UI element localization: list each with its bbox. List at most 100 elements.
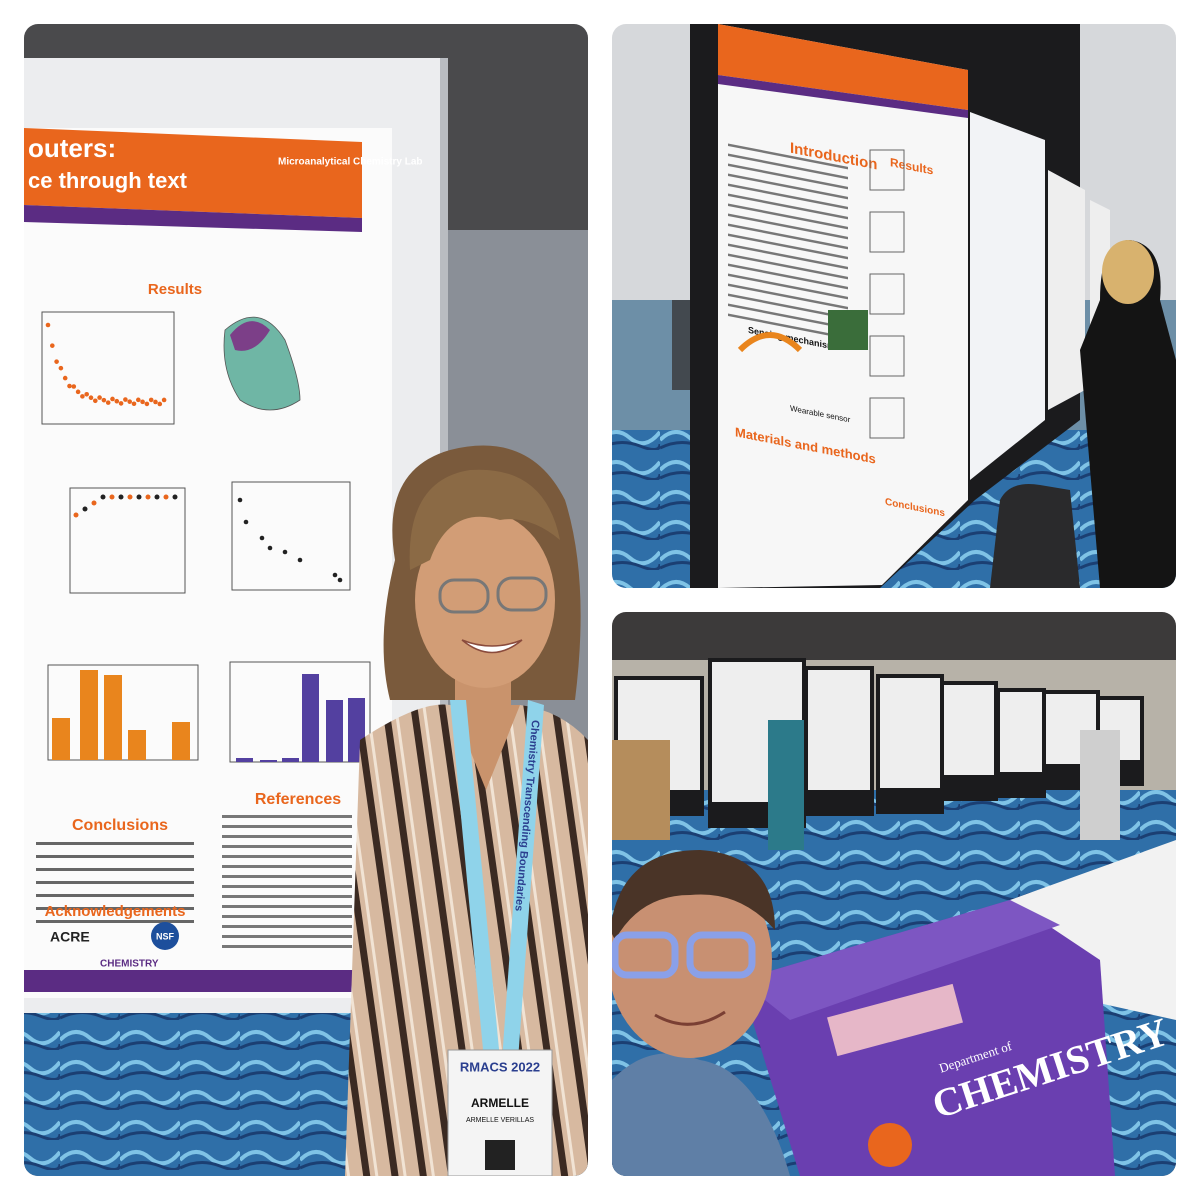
lab-logo: Microanalytical Chemistry Lab xyxy=(278,157,423,168)
text-line xyxy=(222,935,352,938)
text-line xyxy=(222,845,352,848)
plot xyxy=(869,335,905,377)
text-line xyxy=(36,855,194,858)
text-line xyxy=(728,233,848,260)
sensor-figure xyxy=(828,310,868,350)
bar xyxy=(80,670,98,760)
plot-frame xyxy=(231,481,351,591)
plot-dot xyxy=(71,384,77,389)
plot-dot xyxy=(337,577,343,583)
glasses-right xyxy=(686,931,756,979)
plot-dot xyxy=(161,397,167,403)
hair xyxy=(612,850,775,940)
bar xyxy=(104,675,122,760)
text-line xyxy=(222,945,352,948)
text-line xyxy=(728,243,848,270)
text-line xyxy=(728,263,848,290)
text-line xyxy=(728,313,848,340)
text-line xyxy=(222,855,352,858)
text-line xyxy=(728,293,848,320)
poster-title: ce through text xyxy=(28,168,188,193)
surface-plot-top xyxy=(230,321,270,351)
poster-title: outers: xyxy=(28,133,116,163)
plot-dot xyxy=(62,375,68,381)
text-line xyxy=(222,825,352,828)
text-line xyxy=(36,907,194,910)
plot-dot xyxy=(148,397,154,403)
plot-dot xyxy=(123,397,128,402)
plot-dot xyxy=(127,399,132,404)
chemistry-logo: CHEMISTRY xyxy=(100,959,159,970)
plot-dot xyxy=(67,383,72,389)
plot-dot xyxy=(84,391,89,397)
plot-dot xyxy=(118,401,124,406)
poster xyxy=(944,685,994,775)
references-heading: References xyxy=(255,791,341,808)
plot-dot xyxy=(88,395,94,400)
plot-dot xyxy=(75,389,81,395)
plot-dot xyxy=(144,401,150,407)
glasses-left xyxy=(438,578,490,614)
person xyxy=(612,740,670,840)
plot-dot xyxy=(136,397,141,403)
plot-dot xyxy=(136,494,142,500)
glasses-left xyxy=(612,931,679,979)
bar xyxy=(52,718,70,760)
plot-dot xyxy=(127,494,133,500)
text-line xyxy=(222,865,352,868)
plot-dot xyxy=(145,494,151,500)
lanyard-left xyxy=(450,700,500,1060)
text-line xyxy=(728,143,848,170)
results-heading: Results xyxy=(148,281,202,298)
plot-frame xyxy=(229,661,371,763)
plot-dot xyxy=(163,494,169,500)
text-line xyxy=(728,283,848,310)
text-line xyxy=(728,173,848,200)
plot-frame xyxy=(69,487,186,594)
text-line xyxy=(222,835,352,838)
plot-dot xyxy=(237,497,243,503)
text-line xyxy=(222,915,352,918)
poster-stripe xyxy=(718,75,968,118)
bar xyxy=(282,758,299,762)
poster-footer xyxy=(24,970,392,992)
bar xyxy=(236,758,253,762)
text-line xyxy=(728,273,848,300)
text-line xyxy=(728,163,848,190)
smile xyxy=(654,1010,726,1026)
qr-code xyxy=(485,1140,515,1170)
plot-dot xyxy=(73,512,79,518)
plot-dot xyxy=(93,398,98,404)
nsf-badge xyxy=(151,922,179,950)
poster-header xyxy=(718,24,968,110)
poster-stripe xyxy=(24,205,362,232)
plot-dot xyxy=(80,394,85,399)
plot-dot xyxy=(172,494,178,500)
text-line xyxy=(222,925,352,928)
plot xyxy=(869,149,905,191)
bar xyxy=(172,722,190,760)
plot xyxy=(869,273,905,315)
jacket xyxy=(612,1053,790,1176)
person xyxy=(768,720,804,850)
plot-dot xyxy=(45,322,51,328)
plot-dot xyxy=(118,494,124,500)
plot-dot xyxy=(110,396,115,402)
plot-dot xyxy=(243,519,249,525)
acknowledgements-heading: Acknowledgements xyxy=(45,903,186,920)
badge-name: ARMELLE xyxy=(471,1096,529,1110)
poster xyxy=(1000,692,1042,772)
plot-dot xyxy=(91,500,97,506)
plot-frame xyxy=(47,664,199,761)
plot-dot xyxy=(105,400,111,405)
plot-dot xyxy=(97,395,102,400)
v-neck xyxy=(452,705,520,790)
face xyxy=(415,512,555,688)
plot-dot xyxy=(131,401,137,407)
lanyard-right xyxy=(502,700,544,1060)
text-line xyxy=(728,183,848,210)
text-line xyxy=(728,203,848,230)
poster-header xyxy=(24,128,362,218)
plot-dot xyxy=(297,557,303,563)
